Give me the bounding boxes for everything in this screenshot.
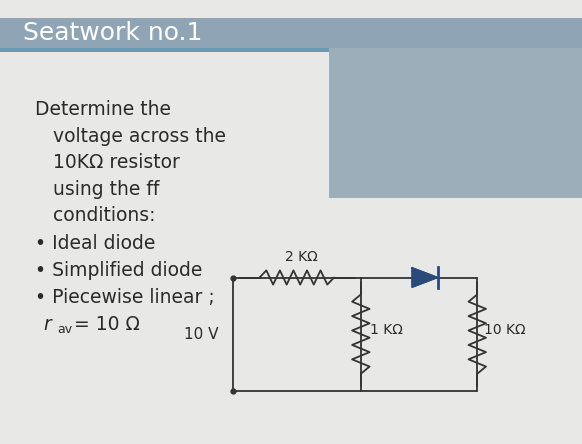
Text: 2 KΩ: 2 KΩ: [285, 250, 318, 264]
Bar: [0, 18, 582, 48]
Text: conditions:: conditions:: [35, 206, 155, 226]
Text: 10 V: 10 V: [183, 327, 218, 341]
Text: using the ff: using the ff: [35, 180, 159, 199]
Text: 1 KΩ: 1 KΩ: [370, 323, 402, 337]
Text: voltage across the: voltage across the: [35, 127, 226, 146]
Text: 10 KΩ: 10 KΩ: [484, 323, 526, 337]
Text: Seatwork no.1: Seatwork no.1: [23, 21, 203, 45]
Text: • Simplified diode: • Simplified diode: [35, 261, 203, 280]
Text: • Piecewise linear ;: • Piecewise linear ;: [35, 288, 215, 307]
Text: = 10 Ω: = 10 Ω: [74, 315, 140, 334]
Bar: [0, 48, 329, 52]
Bar: [329, 24, 582, 198]
Text: 10KΩ resistor: 10KΩ resistor: [35, 153, 180, 172]
Text: av: av: [57, 323, 72, 336]
Text: Determine the: Determine the: [35, 100, 171, 119]
Text: • Ideal diode: • Ideal diode: [35, 234, 155, 254]
Text: r: r: [44, 315, 51, 334]
Polygon shape: [412, 268, 438, 287]
